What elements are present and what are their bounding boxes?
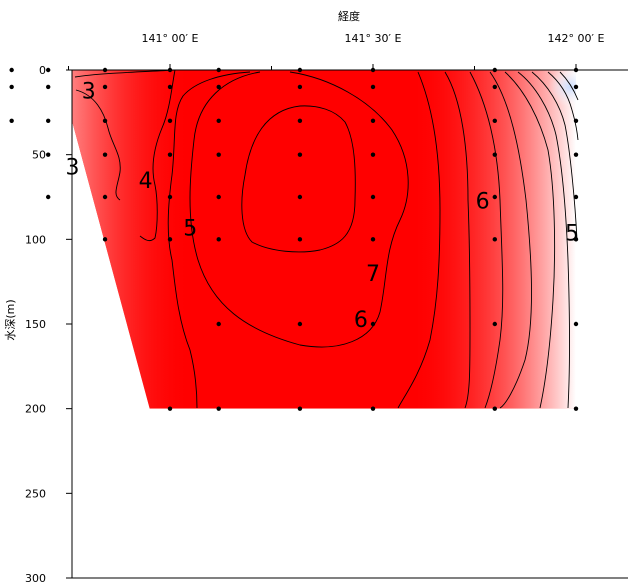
sample-point-45 [370, 321, 376, 327]
sample-point-37 [297, 321, 303, 327]
sample-point-40 [370, 84, 376, 90]
sample-point-18 [167, 118, 173, 124]
y-tick-label-6: 300 [25, 572, 46, 585]
contour-label-2: 4 [139, 169, 153, 194]
sample-point-7 [46, 118, 51, 124]
sample-point-42 [370, 152, 376, 157]
sample-points [9, 67, 579, 411]
sample-point-51 [492, 194, 497, 200]
sample-point-50 [492, 152, 497, 157]
x-ticks: 141° 00′ E 141° 30′ E 142° 00′ E [68, 32, 605, 70]
y-tick-label-2: 100 [25, 233, 46, 246]
west-fill [72, 70, 192, 409]
y-tick-label-3: 150 [25, 318, 46, 331]
y-tick-label-4: 200 [25, 403, 46, 416]
contour-line-0 [531, 71, 578, 241]
sample-point-29 [216, 321, 221, 327]
contour-line-3-west [75, 89, 121, 201]
sample-point-61 [573, 321, 579, 327]
sample-point-48 [492, 84, 497, 90]
contour-line-3-top [74, 69, 176, 78]
sample-point-19 [167, 152, 173, 157]
chart-title: 経度 [338, 9, 360, 23]
sample-point-6 [46, 84, 51, 90]
sample-point-11 [102, 84, 108, 90]
sample-point-17 [167, 84, 173, 90]
sample-point-62 [573, 406, 579, 411]
contour-label-1: 3 [66, 156, 80, 181]
sample-point-30 [216, 406, 221, 411]
sample-point-24 [216, 84, 221, 90]
contour-line-neg1 [547, 71, 579, 141]
sample-point-60 [573, 237, 579, 242]
sample-point-5 [46, 67, 51, 73]
sample-point-21 [167, 237, 173, 242]
sample-point-25 [216, 118, 221, 124]
sample-point-26 [216, 152, 221, 157]
contour-line-2 [504, 71, 556, 409]
y-axis-label: 水深(m) [4, 299, 17, 340]
sample-point-46 [370, 406, 376, 411]
contour-label-7: 5 [565, 222, 579, 247]
contour-line-5 [167, 71, 251, 409]
sample-point-36 [297, 237, 303, 242]
sample-point-9 [46, 194, 51, 200]
sample-point-41 [370, 118, 376, 124]
sample-point-13 [102, 152, 108, 157]
contour-label-3: 5 [183, 216, 197, 241]
sample-point-27 [216, 194, 221, 200]
contour-label-5: 6 [354, 308, 368, 333]
contour-line-1 [517, 71, 570, 409]
sample-point-53 [492, 321, 497, 327]
y-ticks: 0 50 100 150 200 250 300 [25, 64, 72, 585]
sample-point-22 [167, 406, 173, 411]
contour-line-7 [241, 105, 356, 253]
sample-point-4 [9, 118, 14, 124]
x-tick-label-2: 142° 00′ E [548, 32, 605, 45]
y-tick-label-5: 250 [25, 487, 46, 500]
sample-point-14 [102, 194, 108, 200]
contour-line-4-east [469, 71, 504, 409]
sample-point-59 [573, 194, 579, 200]
sample-point-12 [102, 118, 108, 124]
sample-point-56 [573, 84, 579, 90]
contour-labels: 3345766543210-1 [66, 79, 579, 333]
sample-point-2 [9, 67, 14, 73]
sample-point-35 [297, 194, 303, 200]
contour-line-4 [139, 69, 176, 242]
y-tick-label-1: 50 [32, 149, 46, 162]
sample-point-43 [370, 194, 376, 200]
sample-point-57 [573, 118, 579, 124]
y-tick-label-0: 0 [39, 64, 46, 77]
sample-point-54 [492, 406, 497, 411]
sample-point-32 [297, 84, 303, 90]
contour-label-4: 7 [366, 262, 380, 287]
sample-point-38 [297, 406, 303, 411]
sample-point-20 [167, 194, 173, 200]
sample-point-34 [297, 152, 303, 157]
sample-point-52 [492, 237, 497, 242]
contour-lines [74, 69, 579, 409]
contour-line-3-east [489, 71, 532, 409]
sample-point-8 [46, 152, 51, 157]
data-region [72, 70, 576, 409]
contour-line-5-east [444, 71, 471, 409]
cold-spot-fill [548, 70, 576, 107]
x-tick-label-0: 141° 00′ E [142, 32, 199, 45]
contour-label-6: 6 [476, 189, 490, 214]
sample-point-58 [573, 152, 579, 157]
contour-line-6-east [397, 71, 441, 409]
axes: 141° 00′ E 141° 30′ E 142° 00′ E 0 50 100 150… [25, 32, 628, 585]
sample-point-44 [370, 237, 376, 242]
contour-line-6 [189, 71, 409, 348]
sample-point-28 [216, 237, 221, 242]
contour-label-0: 3 [82, 79, 96, 104]
sample-point-33 [297, 118, 303, 124]
x-tick-label-1: 141° 30′ E [345, 32, 402, 45]
contour-line-neg1-b [559, 71, 579, 101]
sample-point-49 [492, 118, 497, 124]
sample-point-15 [102, 237, 108, 242]
sample-point-3 [9, 84, 14, 90]
